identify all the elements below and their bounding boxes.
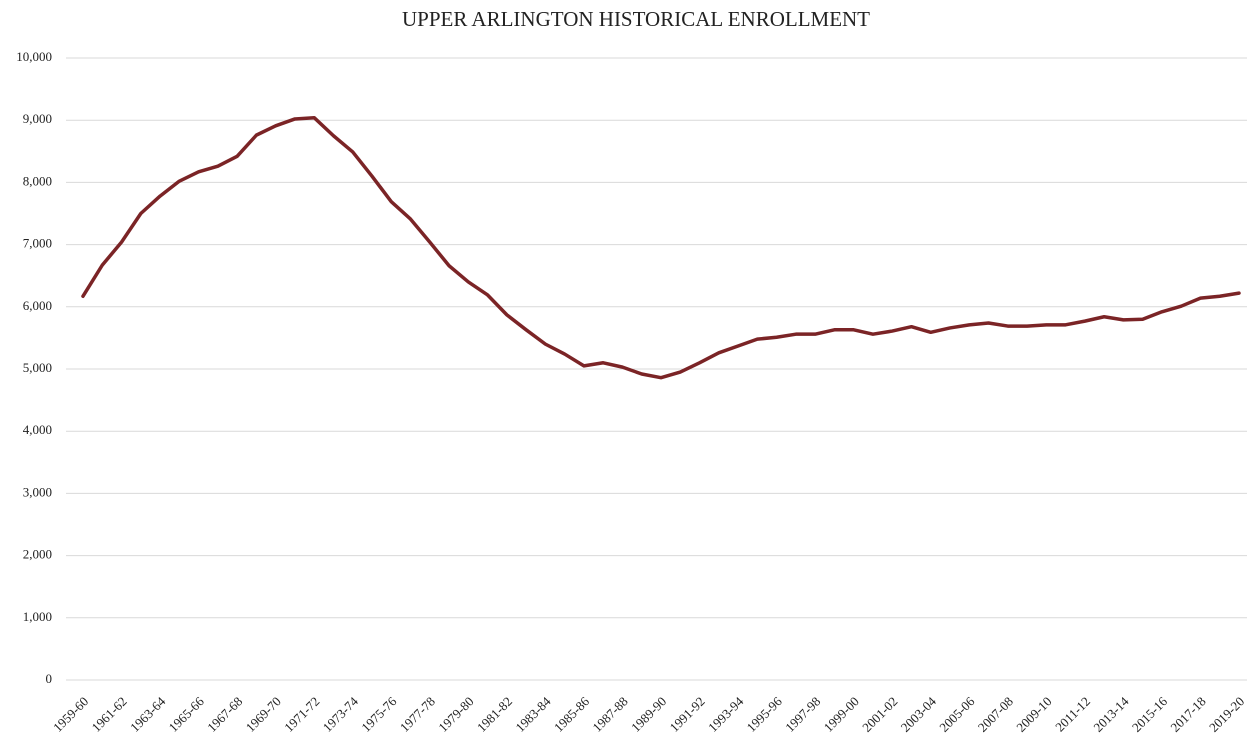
x-tick-label: 2019-20 [1206, 694, 1247, 735]
x-tick-label: 2017-18 [1167, 694, 1208, 735]
x-tick-label: 2009-10 [1013, 694, 1054, 735]
y-tick-label: 5,000 [23, 360, 52, 375]
x-tick-label: 1979-80 [435, 694, 476, 735]
x-tick-label: 1983-84 [512, 693, 554, 735]
x-tick-label: 2003-04 [898, 693, 940, 735]
line [81, 115, 1241, 380]
x-tick-label: 1961-62 [89, 694, 130, 735]
x-tick-label: 1973-74 [320, 693, 362, 735]
x-tick-label: 1995-96 [744, 693, 786, 735]
x-tick-label: 1999-00 [821, 694, 862, 735]
y-tick-label: 4,000 [23, 422, 52, 437]
x-tick-label: 1969-70 [243, 694, 284, 735]
x-tick-label: 1971-72 [281, 694, 322, 735]
x-tick-label: 1997-98 [782, 694, 823, 735]
y-tick-label: 1,000 [23, 609, 52, 624]
chart-title: UPPER ARLINGTON HISTORICAL ENROLLMENT [402, 7, 870, 31]
x-tick-label: 1965-66 [166, 693, 208, 735]
x-tick-label: 2001-02 [859, 694, 900, 735]
x-tick-label: 1985-86 [551, 693, 593, 735]
x-tick-label: 2007-08 [975, 694, 1016, 735]
x-tick-label: 1991-92 [667, 694, 708, 735]
x-tick-label: 1975-76 [358, 693, 400, 735]
y-tick-label: 10,000 [16, 49, 52, 64]
x-tick-label: 1989-90 [628, 694, 669, 735]
x-tick-label: 1993-94 [705, 693, 747, 735]
x-tick-label: 2011-12 [1052, 694, 1093, 735]
x-tick-label: 2013-14 [1090, 693, 1132, 735]
x-tick-label: 1959-60 [50, 694, 91, 735]
x-tick-label: 2005-06 [936, 693, 978, 735]
y-tick-label: 0 [46, 671, 53, 686]
x-tick-label: 1967-68 [204, 694, 245, 735]
y-tick-label: 3,000 [23, 484, 52, 499]
y-tick-label: 9,000 [23, 111, 52, 126]
x-tick-label: 1963-64 [127, 693, 169, 735]
y-tick-label: 7,000 [23, 236, 52, 251]
x-tick-label: 1987-88 [589, 694, 630, 735]
y-tick-label: 8,000 [23, 173, 52, 188]
x-tick-label: 1977-78 [397, 694, 438, 735]
y-tick-label: 2,000 [23, 547, 52, 562]
x-tick-label: 2015-16 [1129, 693, 1171, 735]
x-tick-label: 1981-82 [474, 694, 515, 735]
y-tick-label: 6,000 [23, 298, 52, 313]
